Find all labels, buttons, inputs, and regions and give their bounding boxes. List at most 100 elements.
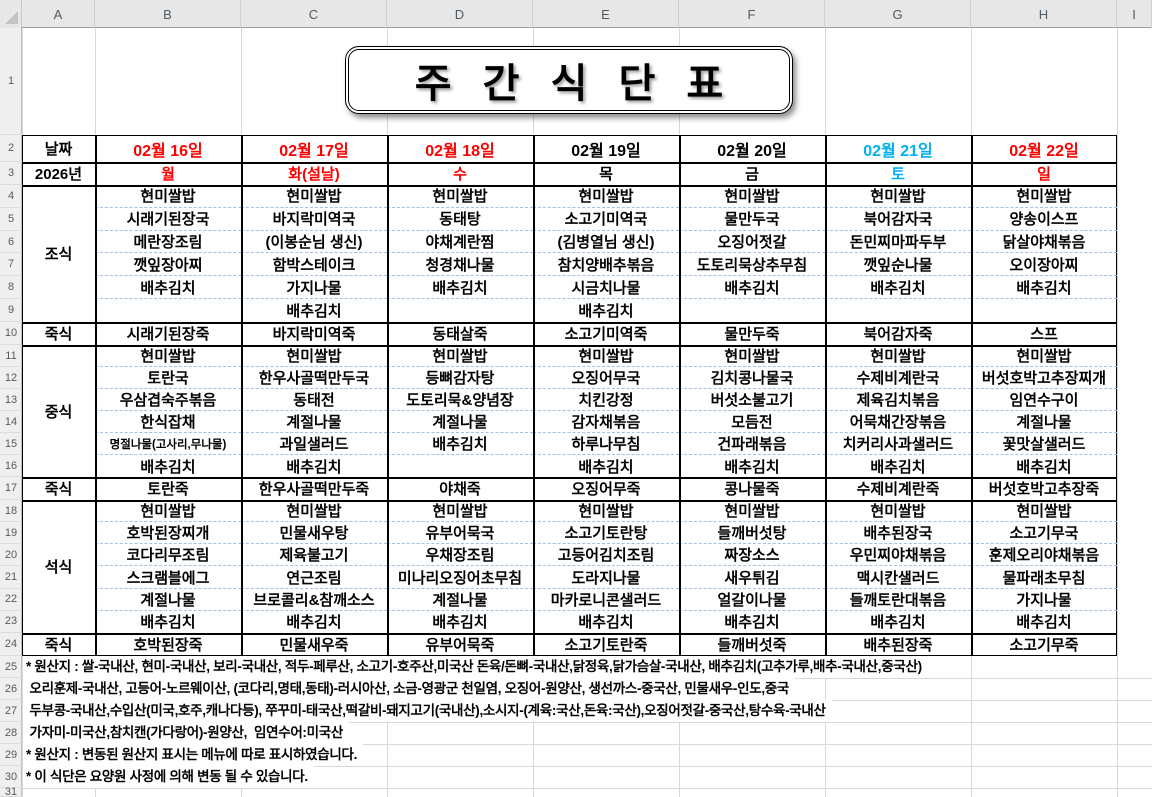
lunch-item-cell[interactable]: 배추김치 bbox=[140, 458, 196, 476]
dinner-item-cell[interactable]: 고등어김치조림 bbox=[533, 544, 679, 567]
breakfast-item-cell[interactable]: 시금치나물 bbox=[533, 276, 679, 300]
breakfast-item-cell[interactable]: 도토리묵상추무침 bbox=[679, 254, 825, 277]
breakfast-item-cell[interactable]: 배추김치 bbox=[971, 276, 1117, 300]
porridge-label-cell[interactable]: 죽식 bbox=[44, 637, 73, 654]
lunch-item-cell[interactable]: 김치콩나물국 bbox=[679, 367, 825, 389]
breakfast-item-cell[interactable]: 현미쌀밥 bbox=[95, 185, 241, 208]
breakfast-item-cell[interactable]: (김병열님 생신) bbox=[533, 231, 679, 254]
breakfast-item-cell[interactable]: 청경채나물 bbox=[387, 254, 533, 277]
footnote-line[interactable]: 가자미-미국산,참치캔(가다랑어)-원양산, 임연수어:미국산 bbox=[23, 722, 349, 744]
dinner-item-cell[interactable]: 배추김치 bbox=[140, 614, 196, 632]
dinner-item-cell[interactable]: 배추된장국 bbox=[825, 522, 971, 545]
dinner-item-cell[interactable]: 배추김치 bbox=[1016, 614, 1072, 632]
row-header-4[interactable]: 4 bbox=[0, 185, 22, 208]
date-cell[interactable]: 02월 18일 bbox=[425, 142, 495, 160]
breakfast-item-cell[interactable]: 배추김치 bbox=[679, 276, 825, 300]
dinner-item-cell[interactable]: 유부어묵국 bbox=[387, 522, 533, 545]
dinner-item-cell[interactable]: 코다리무조림 bbox=[95, 544, 241, 567]
breakfast-item-cell[interactable]: 동태탕 bbox=[387, 208, 533, 231]
date-label-cell[interactable]: 날짜 bbox=[44, 141, 73, 158]
lunch-item-cell[interactable]: 오징어무국 bbox=[533, 367, 679, 389]
dinner-item-cell[interactable]: 배추김치 bbox=[432, 614, 488, 632]
breakfast-item-cell[interactable] bbox=[387, 299, 533, 322]
column-header-b[interactable]: B bbox=[95, 0, 241, 28]
lunch-item-cell[interactable]: 하루나무침 bbox=[533, 433, 679, 455]
footnote-line[interactable]: 두부콩-국내산,수입산(미국,호주,캐나다등), 쭈꾸미-태국산,떡갈비-돼지고… bbox=[23, 700, 832, 722]
dinner-item-cell[interactable]: 호박된장찌개 bbox=[95, 522, 241, 545]
row-header-2[interactable]: 2 bbox=[0, 135, 22, 162]
breakfast-item-cell[interactable] bbox=[825, 299, 971, 322]
title-textbox[interactable]: 주 간 식 단 표 bbox=[345, 46, 793, 114]
footnote-line[interactable]: * 원산지 : 쌀-국내산, 현미-국내산, 보리-국내산, 적두-페루산, 소… bbox=[23, 656, 928, 678]
date-cell[interactable]: 02월 21일 bbox=[863, 142, 933, 160]
porridge-cell[interactable]: 토란죽 bbox=[147, 481, 189, 498]
dinner-item-cell[interactable]: 미나리오징어초무침 bbox=[387, 567, 533, 589]
porridge-cell[interactable]: 민물새우죽 bbox=[279, 637, 349, 654]
row-header-7[interactable]: 7 bbox=[0, 254, 22, 277]
breakfast-item-cell[interactable]: 현미쌀밥 bbox=[679, 185, 825, 208]
row-header-25[interactable]: 25 bbox=[0, 656, 22, 678]
dinner-item-cell[interactable]: 마카로니콘샐러드 bbox=[533, 589, 679, 611]
column-header-f[interactable]: F bbox=[679, 0, 825, 28]
porridge-cell[interactable]: 야채죽 bbox=[439, 481, 481, 498]
row-header-29[interactable]: 29 bbox=[0, 744, 22, 766]
row-header-6[interactable]: 6 bbox=[0, 231, 22, 254]
lunch-item-cell[interactable] bbox=[387, 455, 533, 477]
lunch-item-cell[interactable]: 수제비계란국 bbox=[825, 367, 971, 389]
breakfast-item-cell[interactable]: 바지락미역국 bbox=[241, 208, 387, 231]
lunch-item-cell[interactable]: 배추김치 bbox=[578, 458, 634, 476]
breakfast-item-cell[interactable]: 깻잎순나물 bbox=[825, 254, 971, 277]
lunch-item-cell[interactable]: 한우사골떡만두국 bbox=[241, 367, 387, 389]
breakfast-item-cell[interactable] bbox=[971, 299, 1117, 322]
row-header-9[interactable]: 9 bbox=[0, 299, 22, 322]
porridge-cell[interactable]: 한우사골떡만두죽 bbox=[258, 481, 370, 498]
lunch-item-cell[interactable]: 계절나물 bbox=[241, 411, 387, 433]
dinner-item-cell[interactable]: 현미쌀밥 bbox=[241, 500, 387, 523]
dinner-item-cell[interactable]: 제육불고기 bbox=[241, 544, 387, 567]
dinner-item-cell[interactable]: 계절나물 bbox=[95, 589, 241, 611]
lunch-item-cell[interactable]: 모듬전 bbox=[679, 411, 825, 433]
porridge-cell[interactable]: 수제비계란죽 bbox=[856, 481, 940, 498]
dinner-item-cell[interactable]: 현미쌀밥 bbox=[533, 500, 679, 523]
dinner-item-cell[interactable]: 얼갈이나물 bbox=[679, 589, 825, 611]
breakfast-item-cell[interactable]: 야채계란찜 bbox=[387, 231, 533, 254]
select-all-corner[interactable] bbox=[0, 0, 22, 28]
porridge-cell[interactable]: 호박된장죽 bbox=[133, 637, 203, 654]
porridge-cell[interactable]: 북어감자죽 bbox=[863, 326, 933, 343]
weekday-cell[interactable]: 일 bbox=[1037, 166, 1051, 183]
dinner-item-cell[interactable]: 소고기토란탕 bbox=[533, 522, 679, 545]
dinner-item-cell[interactable]: 현미쌀밥 bbox=[679, 500, 825, 523]
breakfast-item-cell[interactable]: 참치양배추볶음 bbox=[533, 254, 679, 277]
row-header-27[interactable]: 27 bbox=[0, 700, 22, 722]
dinner-item-cell[interactable]: 민물새우탕 bbox=[241, 522, 387, 545]
lunch-item-cell[interactable]: 버섯소불고기 bbox=[679, 389, 825, 411]
dinner-item-cell[interactable]: 배추김치 bbox=[578, 614, 634, 632]
row-header-14[interactable]: 14 bbox=[0, 411, 22, 433]
lunch-item-cell[interactable]: 배추김치 bbox=[870, 458, 926, 476]
dinner-item-cell[interactable]: 계절나물 bbox=[387, 589, 533, 611]
dinner-item-cell[interactable]: 물파래초무침 bbox=[971, 567, 1117, 589]
weekday-cell[interactable]: 화(설날) bbox=[288, 166, 340, 183]
lunch-item-cell[interactable]: 한식잡채 bbox=[95, 411, 241, 433]
dinner-item-cell[interactable]: 브로콜리&참깨소스 bbox=[241, 589, 387, 611]
breakfast-item-cell[interactable]: 소고기미역국 bbox=[533, 208, 679, 231]
lunch-item-cell[interactable]: 명절나물(고사리,무나물) bbox=[95, 433, 241, 455]
lunch-item-cell[interactable]: 버섯호박고추장찌개 bbox=[971, 367, 1117, 389]
breakfast-item-cell[interactable]: 현미쌀밥 bbox=[241, 185, 387, 208]
row-header-13[interactable]: 13 bbox=[0, 389, 22, 411]
row-header-26[interactable]: 26 bbox=[0, 678, 22, 700]
dinner-item-cell[interactable]: 가지나물 bbox=[971, 589, 1117, 611]
lunch-item-cell[interactable]: 치킨강정 bbox=[533, 389, 679, 411]
dinner-item-cell[interactable]: 현미쌀밥 bbox=[971, 500, 1117, 523]
lunch-item-cell[interactable]: 등뼈감자탕 bbox=[387, 367, 533, 389]
breakfast-item-cell[interactable]: 양송이스프 bbox=[971, 208, 1117, 231]
row-header-28[interactable]: 28 bbox=[0, 722, 22, 744]
breakfast-item-cell[interactable]: 현미쌀밥 bbox=[533, 185, 679, 208]
lunch-item-cell[interactable]: 계절나물 bbox=[387, 411, 533, 433]
lunch-item-cell[interactable]: 감자채볶음 bbox=[533, 411, 679, 433]
footnote-line[interactable]: * 이 식단은 요양원 사정에 의해 변동 될 수 있습니다. bbox=[23, 766, 314, 788]
row-header-5[interactable]: 5 bbox=[0, 208, 22, 231]
footnote-line[interactable]: * 원산지 : 변동된 원산지 표시는 메뉴에 따로 표시하였습니다. bbox=[23, 744, 364, 766]
row-header-17[interactable]: 17 bbox=[0, 477, 22, 500]
lunch-item-cell[interactable]: 꽃맛살샐러드 bbox=[971, 433, 1117, 455]
